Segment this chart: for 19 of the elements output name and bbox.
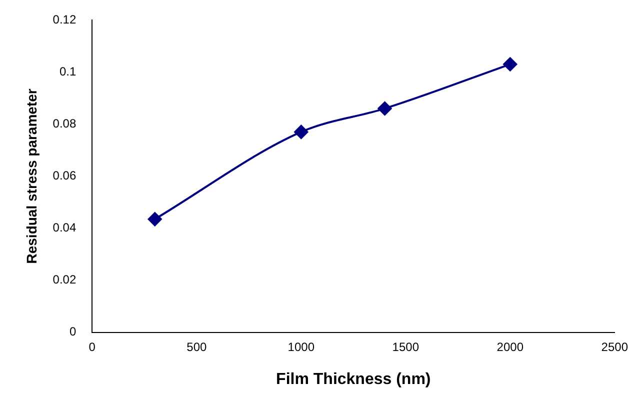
y-tick-label: 0.08: [52, 116, 76, 130]
x-tick-label: 2000: [496, 340, 524, 354]
x-tick-label: 500: [186, 340, 207, 354]
y-tick-label: 0.1: [59, 64, 76, 78]
y-axis-title: Residual stress parameter: [23, 88, 40, 264]
point: [294, 124, 308, 139]
x-axis-title: Film Thickness (nm): [276, 370, 431, 388]
point: [503, 57, 518, 72]
x-tick-label: 1000: [288, 340, 315, 354]
x-tick-label: 1500: [392, 340, 420, 354]
y-tick-label: 0.12: [52, 12, 76, 26]
point: [378, 102, 392, 116]
x-tick-label: 0: [88, 340, 96, 354]
y-tick-label: 0.06: [52, 168, 76, 183]
point: [148, 212, 162, 226]
x-tick-label: 2500: [601, 340, 628, 354]
y-tick-label: 0.02: [52, 272, 76, 287]
y-tick-label: 0: [69, 324, 76, 339]
y-tick-label: 0.04: [52, 220, 76, 235]
